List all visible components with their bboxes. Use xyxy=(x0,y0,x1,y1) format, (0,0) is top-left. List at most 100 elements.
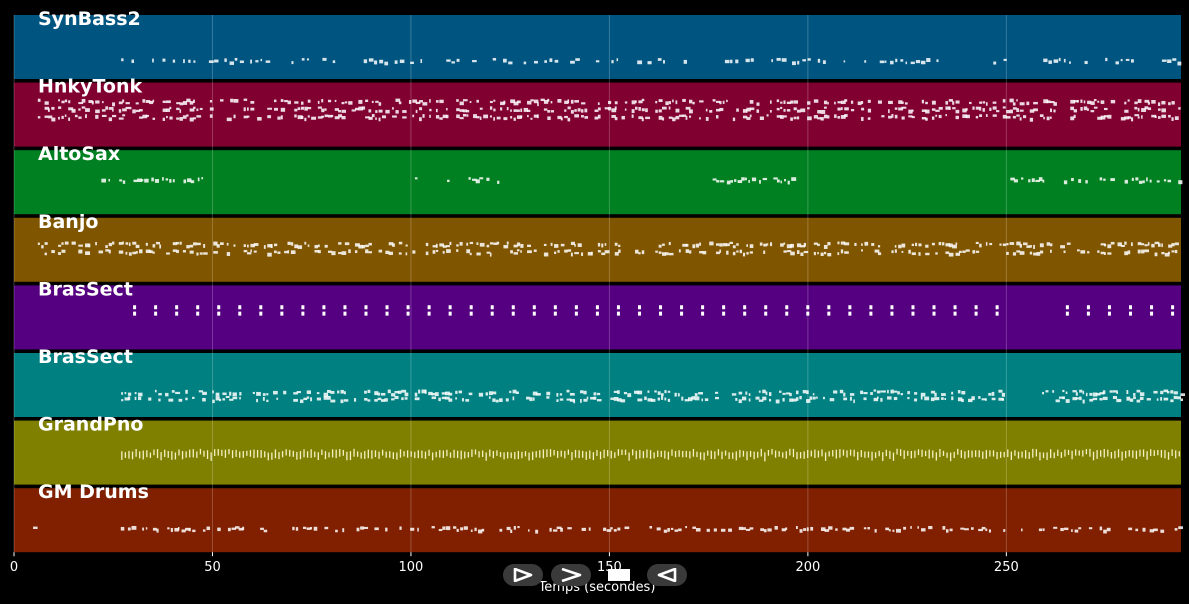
note xyxy=(503,245,509,249)
note xyxy=(824,529,830,532)
note xyxy=(1080,250,1086,254)
note xyxy=(149,452,152,458)
note xyxy=(1144,249,1149,253)
note xyxy=(699,117,701,120)
note xyxy=(220,99,224,102)
note xyxy=(105,249,110,252)
track-label: BrasSect xyxy=(38,278,133,300)
forward-button[interactable] xyxy=(551,564,591,586)
note xyxy=(176,241,179,245)
note xyxy=(688,109,693,114)
note xyxy=(156,449,159,459)
note xyxy=(405,252,408,256)
note xyxy=(368,242,372,246)
note xyxy=(759,242,763,246)
note xyxy=(952,101,955,105)
note xyxy=(596,392,601,396)
note xyxy=(341,101,345,105)
note xyxy=(936,59,939,63)
note xyxy=(952,107,956,110)
note xyxy=(516,242,521,247)
note xyxy=(425,242,429,247)
back-button[interactable] xyxy=(647,564,687,586)
note xyxy=(1177,61,1182,66)
note xyxy=(1112,396,1118,400)
note xyxy=(489,252,492,257)
note xyxy=(340,389,344,394)
note xyxy=(657,397,661,401)
note xyxy=(293,398,298,402)
note xyxy=(310,449,312,458)
note xyxy=(448,305,452,310)
note xyxy=(144,178,149,183)
note xyxy=(894,114,898,119)
note xyxy=(925,109,930,114)
note xyxy=(844,99,848,102)
note xyxy=(108,242,112,247)
note xyxy=(1071,177,1074,182)
note xyxy=(957,390,961,394)
note xyxy=(790,100,794,104)
note xyxy=(1141,243,1145,246)
note xyxy=(197,177,200,182)
track-lane xyxy=(14,217,1181,282)
note xyxy=(495,399,499,403)
note xyxy=(297,107,301,111)
note xyxy=(932,311,936,316)
note xyxy=(441,392,447,395)
note xyxy=(1173,395,1178,400)
note xyxy=(581,527,586,531)
note xyxy=(145,242,148,246)
note xyxy=(672,99,674,103)
note xyxy=(118,109,122,113)
note xyxy=(580,390,584,394)
note xyxy=(867,108,872,113)
note xyxy=(904,102,908,105)
note xyxy=(570,60,575,64)
play-button[interactable] xyxy=(503,564,543,586)
note xyxy=(631,100,636,105)
note xyxy=(617,390,620,394)
note xyxy=(485,452,487,461)
note xyxy=(1128,450,1130,457)
note xyxy=(343,391,346,395)
note xyxy=(678,114,684,117)
stop-button[interactable] xyxy=(599,564,639,586)
note xyxy=(1144,244,1148,247)
note xyxy=(342,528,345,533)
note xyxy=(142,114,148,119)
note xyxy=(449,241,452,246)
note xyxy=(780,101,783,104)
note xyxy=(1021,451,1023,458)
note xyxy=(128,106,132,110)
note xyxy=(326,389,331,393)
note xyxy=(292,526,295,531)
note xyxy=(817,58,821,63)
note xyxy=(517,450,520,460)
note xyxy=(635,106,638,110)
note xyxy=(1161,59,1167,62)
note xyxy=(212,399,215,404)
note xyxy=(527,250,532,254)
note xyxy=(167,527,170,530)
note xyxy=(813,242,818,245)
note xyxy=(637,60,643,65)
note xyxy=(361,106,366,110)
note xyxy=(634,390,639,394)
note xyxy=(489,449,491,457)
note xyxy=(945,101,949,105)
note xyxy=(607,450,609,457)
note xyxy=(327,99,332,103)
note xyxy=(509,390,512,394)
note xyxy=(806,527,809,532)
note xyxy=(323,395,328,400)
note xyxy=(998,397,1004,401)
note xyxy=(722,311,726,316)
note xyxy=(198,390,204,393)
note xyxy=(307,99,311,103)
note xyxy=(380,399,385,402)
note xyxy=(174,452,177,460)
note xyxy=(260,527,264,530)
note xyxy=(795,526,798,530)
note xyxy=(456,114,460,119)
